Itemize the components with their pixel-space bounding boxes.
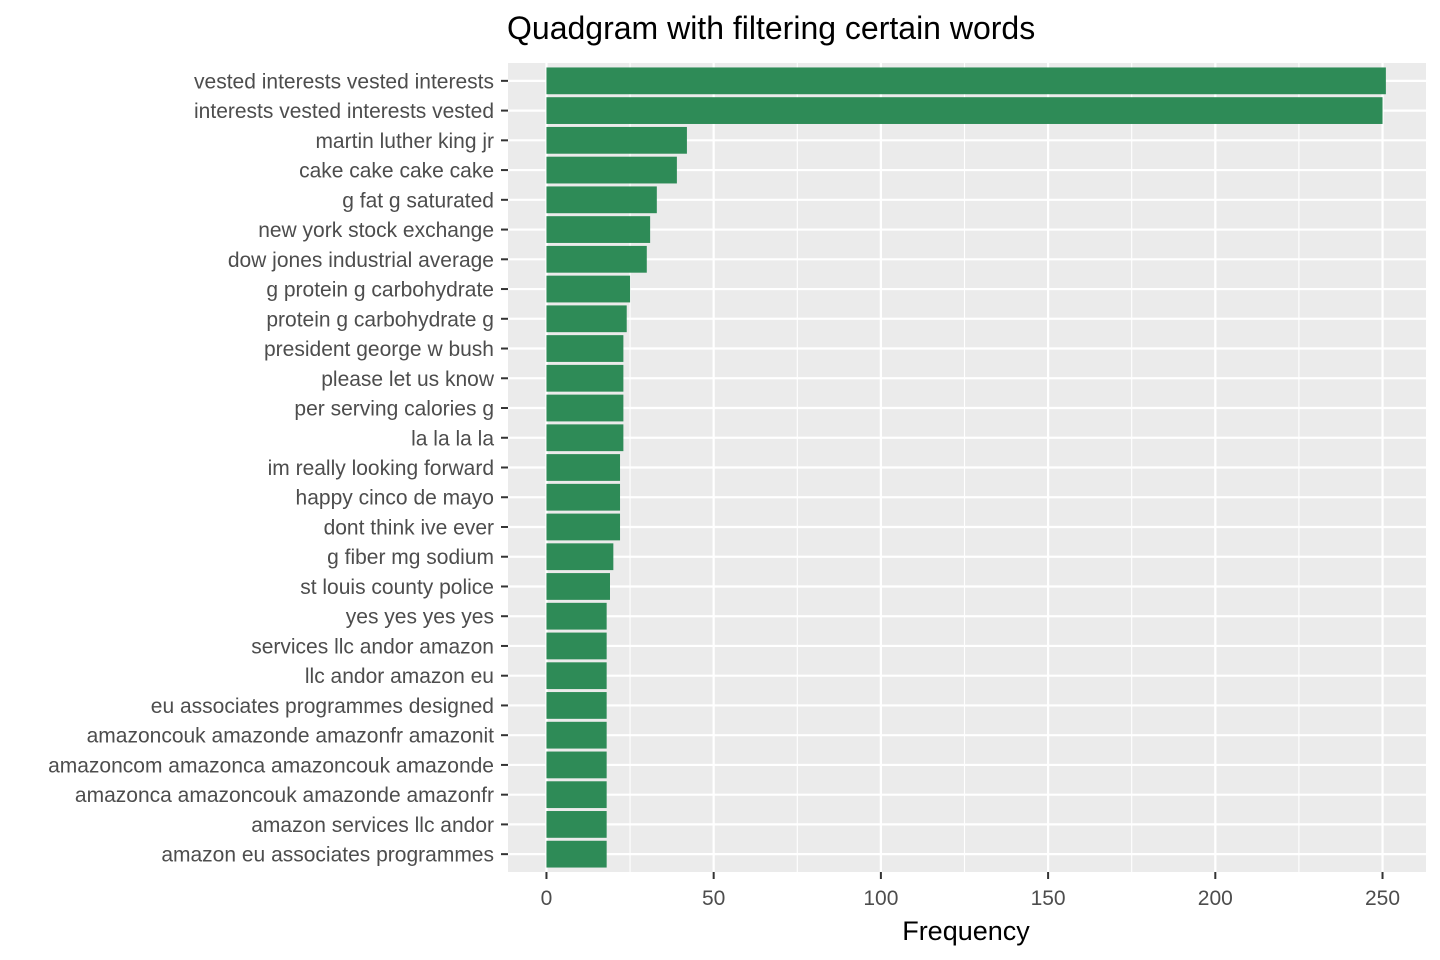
bar — [546, 751, 607, 779]
bar — [546, 97, 1383, 124]
bar — [546, 67, 1386, 95]
bar — [546, 394, 624, 422]
bar — [546, 335, 624, 362]
bar — [546, 602, 607, 630]
y-tick-label: interests vested interests vested — [194, 100, 494, 123]
bar — [546, 662, 607, 690]
y-axis: vested interests vested interests interes… — [48, 70, 508, 867]
bar — [546, 186, 657, 214]
bar — [546, 721, 607, 749]
bar — [546, 305, 627, 333]
y-tick-label: dow jones industrial average — [228, 249, 494, 272]
bar — [546, 781, 607, 809]
x-tick-label: 50 — [702, 887, 725, 910]
bar — [546, 424, 624, 452]
bars — [546, 67, 1386, 868]
x-tick-label: 150 — [1031, 887, 1066, 910]
bar — [546, 543, 614, 571]
y-tick-label: cake cake cake cake — [299, 160, 494, 183]
y-tick-label: g protein g carbohydrate — [266, 279, 494, 302]
bar — [546, 513, 621, 541]
y-tick-label: st louis county police — [300, 576, 494, 599]
y-tick-label: new york stock exchange — [258, 219, 494, 242]
x-tick-label: 100 — [863, 887, 898, 910]
y-tick-label: amazoncouk amazonde amazonfr amazonit — [87, 725, 495, 748]
bar — [546, 840, 607, 868]
y-tick-label: g fat g saturated — [342, 189, 494, 212]
x-axis: 0 50 100 150 200 250 — [541, 872, 1400, 910]
y-tick-label: martin luther king jr — [315, 130, 494, 153]
bar — [546, 692, 607, 719]
chart-title: Quadgram with filtering certain words — [507, 10, 1036, 46]
x-tick-label: 250 — [1365, 887, 1400, 910]
y-tick-label: president george w bush — [264, 338, 494, 361]
y-tick-label: services llc andor amazon — [251, 635, 494, 658]
y-tick-label: amazon services llc andor — [251, 814, 494, 837]
bar — [546, 275, 631, 303]
y-tick-label: per serving calories g — [294, 398, 494, 421]
y-tick-label: g fiber mg sodium — [327, 546, 494, 569]
bar — [546, 156, 677, 184]
y-tick-label: amazoncom amazonca amazoncouk amazonde — [48, 754, 494, 777]
y-tick-label: happy cinco de mayo — [296, 487, 494, 510]
bar — [546, 811, 607, 838]
y-tick-label: im really looking forward — [268, 457, 494, 480]
bar — [546, 632, 607, 660]
y-tick-label: protein g carbohydrate g — [266, 308, 494, 331]
y-tick-label: amazonca amazoncouk amazonde amazonfr — [75, 784, 494, 807]
y-tick-label: dont think ive ever — [324, 516, 494, 539]
y-tick-label: vested interests vested interests — [194, 70, 494, 93]
x-axis-title: Frequency — [902, 916, 1030, 946]
y-tick-label: amazon eu associates programmes — [161, 844, 494, 867]
x-tick-label: 0 — [541, 887, 553, 910]
bar — [546, 573, 610, 600]
bar — [546, 245, 647, 273]
bar — [546, 483, 621, 511]
bar — [546, 454, 621, 481]
bar — [546, 216, 651, 243]
y-tick-label: yes yes yes yes — [346, 606, 494, 629]
y-tick-label: llc andor amazon eu — [305, 665, 494, 688]
y-tick-label: eu associates programmes designed — [151, 695, 494, 718]
bar — [546, 126, 687, 154]
bar — [546, 364, 624, 392]
y-tick-label: la la la la — [411, 427, 494, 450]
y-tick-label: please let us know — [321, 368, 495, 391]
x-tick-label: 200 — [1198, 887, 1233, 910]
